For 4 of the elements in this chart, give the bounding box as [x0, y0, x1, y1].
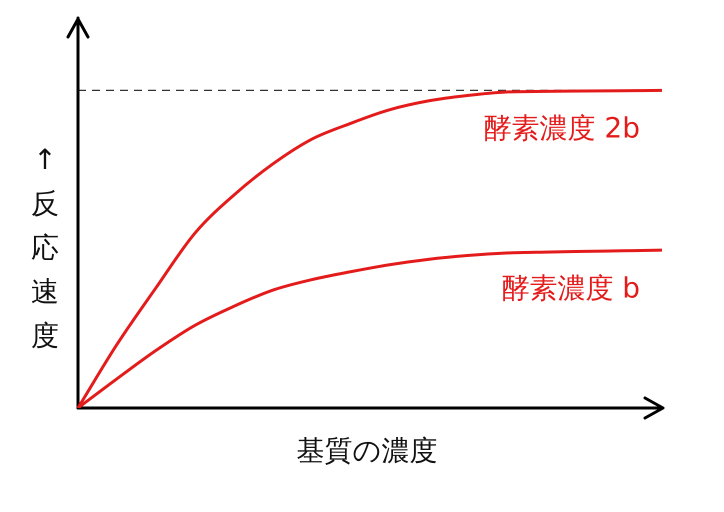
- y-axis-title: ↑反応速度: [30, 142, 60, 354]
- series-label: 酵素濃度 b: [501, 271, 640, 304]
- series-label: 酵素濃度 2b: [484, 112, 640, 145]
- x-axis-title: 基質の濃度: [296, 433, 438, 469]
